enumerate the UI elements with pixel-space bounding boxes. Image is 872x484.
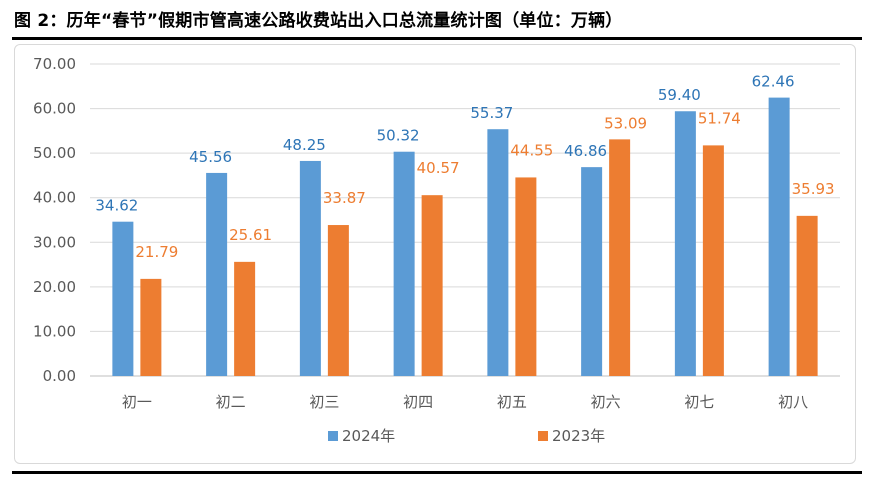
figure-title: 图 2：历年“春节”假期市管高速公路收费站出入口总流量统计图（单位：万辆） — [14, 11, 623, 31]
data-label-series-1: 48.25 — [283, 136, 326, 154]
legend-series-2-label: 2023年 — [552, 427, 605, 445]
data-label-series-2: 21.79 — [135, 243, 178, 261]
x-category-label: 初四 — [403, 393, 433, 411]
bar-series-1 — [674, 111, 696, 376]
y-tick-label: 0.00 — [43, 367, 76, 385]
data-label-series-2: 51.74 — [698, 109, 741, 127]
y-tick-label: 20.00 — [33, 278, 76, 296]
bar-series-1 — [112, 221, 134, 376]
data-label-series-2: 33.87 — [323, 189, 366, 207]
x-category-label: 初五 — [497, 393, 527, 411]
data-label-series-2: 44.55 — [510, 141, 553, 159]
bar-series-2 — [796, 215, 818, 376]
bar-series-2 — [140, 278, 162, 376]
y-tick-label: 30.00 — [33, 233, 76, 251]
data-label-series-1: 59.40 — [658, 86, 701, 104]
bar-series-1 — [581, 167, 603, 376]
data-label-series-1: 50.32 — [377, 127, 420, 145]
data-label-series-1: 34.62 — [95, 197, 138, 215]
data-label-series-1: 45.56 — [189, 148, 232, 166]
y-tick-label: 40.00 — [33, 189, 76, 207]
bar-series-2 — [327, 225, 349, 376]
legend-series-2-swatch — [538, 431, 548, 441]
top-rule — [12, 37, 862, 40]
bottom-rule — [12, 471, 862, 474]
y-tick-label: 60.00 — [33, 100, 76, 118]
legend-series-1-label: 2024年 — [342, 427, 395, 445]
legend-series-1-swatch — [328, 431, 338, 441]
bar-series-1 — [487, 129, 509, 376]
bar-series-2 — [234, 261, 256, 376]
y-tick-label: 10.00 — [33, 322, 76, 340]
bar-series-1 — [299, 160, 321, 376]
x-category-label: 初七 — [684, 393, 714, 411]
data-label-series-2: 35.93 — [792, 180, 835, 198]
bar-series-1 — [393, 151, 415, 376]
y-tick-label: 50.00 — [33, 144, 76, 162]
bar-series-2 — [421, 195, 443, 376]
data-label-series-2: 53.09 — [604, 114, 647, 132]
data-label-series-1: 46.86 — [564, 142, 607, 160]
bar-series-1 — [768, 97, 790, 376]
x-category-label: 初八 — [778, 393, 808, 411]
data-label-series-1: 62.46 — [752, 73, 795, 91]
y-tick-label: 70.00 — [33, 55, 76, 73]
data-label-series-2: 25.61 — [229, 226, 272, 244]
bar-series-2 — [702, 145, 724, 376]
x-category-label: 初六 — [591, 393, 621, 411]
bar-series-2 — [609, 139, 631, 376]
chart-frame — [14, 44, 856, 464]
data-label-series-2: 40.57 — [417, 159, 460, 177]
data-label-series-1: 55.37 — [470, 104, 513, 122]
x-category-label: 初二 — [216, 393, 246, 411]
bar-series-1 — [206, 172, 228, 376]
x-category-label: 初三 — [309, 393, 339, 411]
x-category-label: 初一 — [122, 393, 152, 411]
bar-series-2 — [515, 177, 537, 376]
